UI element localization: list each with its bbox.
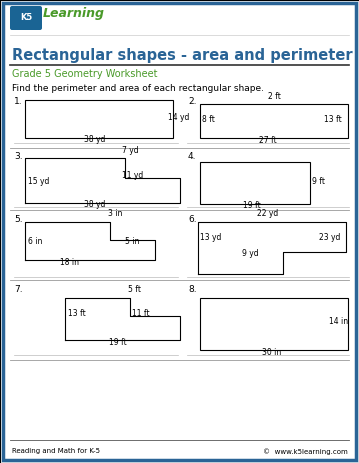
Text: 14 yd: 14 yd [168, 113, 190, 123]
Text: 2 ft: 2 ft [268, 92, 281, 101]
Text: 8 ft: 8 ft [202, 115, 215, 125]
Text: 13 yd: 13 yd [200, 233, 222, 243]
Text: 38 yd: 38 yd [84, 200, 106, 209]
Text: 15 yd: 15 yd [28, 177, 50, 187]
Text: Rectangular shapes - area and perimeter: Rectangular shapes - area and perimeter [12, 48, 353, 63]
Text: 27 ft: 27 ft [259, 136, 277, 145]
Text: 7.: 7. [14, 285, 23, 294]
Text: 4.: 4. [188, 152, 196, 161]
Bar [200, 104, 348, 138]
Text: 9 yd: 9 yd [242, 249, 258, 257]
Text: 5 in: 5 in [125, 238, 139, 246]
Text: 14 in: 14 in [329, 318, 348, 326]
Text: Grade 5 Geometry Worksheet: Grade 5 Geometry Worksheet [12, 69, 158, 79]
Text: 6 in: 6 in [28, 238, 42, 246]
Text: 19 ft: 19 ft [243, 201, 261, 210]
Text: 6.: 6. [188, 215, 197, 224]
Text: K5: K5 [20, 13, 32, 23]
Bar [200, 298, 348, 350]
Text: ©  www.k5learning.com: © www.k5learning.com [263, 448, 348, 455]
Text: 7 yd: 7 yd [122, 146, 139, 155]
Text: Learning: Learning [43, 7, 105, 20]
Text: 13 ft: 13 ft [324, 115, 342, 125]
Bar [200, 162, 310, 204]
Text: 1.: 1. [14, 97, 23, 106]
Text: 11 ft: 11 ft [132, 309, 150, 319]
Text: 11 yd: 11 yd [122, 170, 143, 180]
Text: 8.: 8. [188, 285, 197, 294]
FancyBboxPatch shape [10, 6, 42, 30]
Text: 18 in: 18 in [61, 258, 79, 267]
Text: 9 ft: 9 ft [312, 177, 325, 187]
Text: Reading and Math for K-5: Reading and Math for K-5 [12, 448, 100, 454]
Text: 38 yd: 38 yd [84, 135, 106, 144]
Text: 5 ft: 5 ft [128, 285, 141, 294]
Text: 23 yd: 23 yd [319, 233, 340, 243]
Text: 3.: 3. [14, 152, 23, 161]
Text: 22 yd: 22 yd [257, 209, 279, 218]
Text: 5.: 5. [14, 215, 23, 224]
Text: 3 in: 3 in [108, 209, 122, 218]
Text: 13 ft: 13 ft [68, 309, 86, 319]
Text: 30 in: 30 in [262, 348, 281, 357]
Text: Find the perimeter and area of each rectangular shape.: Find the perimeter and area of each rect… [12, 84, 264, 93]
Bar [25, 100, 173, 138]
Text: 2.: 2. [188, 97, 196, 106]
Text: 19 ft: 19 ft [109, 338, 127, 347]
